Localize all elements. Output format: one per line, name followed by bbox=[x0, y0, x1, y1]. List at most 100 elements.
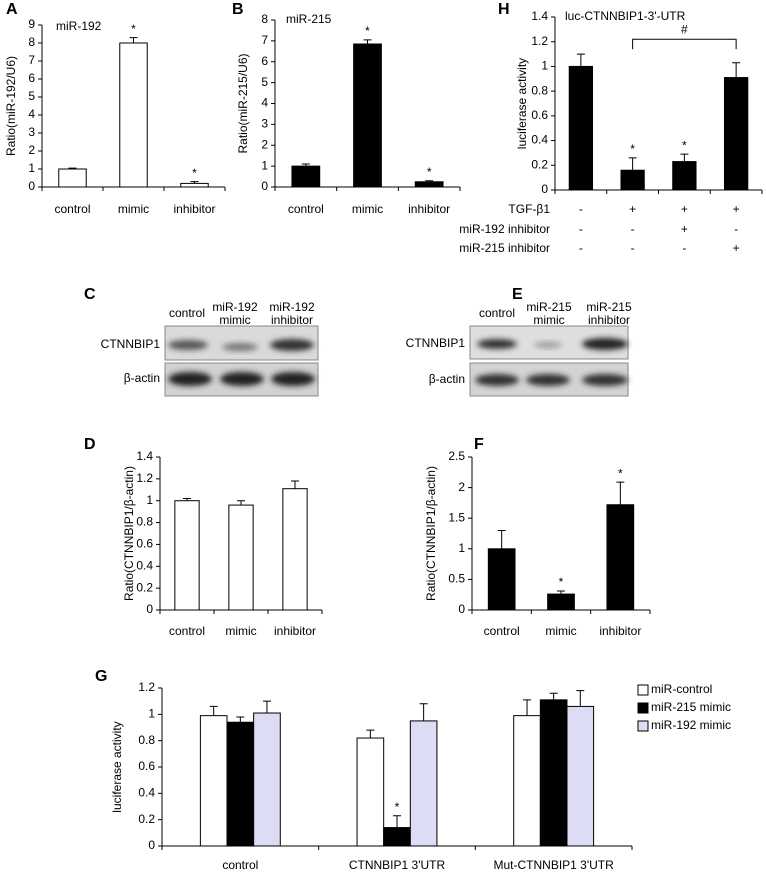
significance-mark: * bbox=[131, 22, 136, 36]
significance-mark: * bbox=[365, 24, 370, 38]
condition-sign: + bbox=[681, 222, 688, 236]
y-tick-label: 5 bbox=[261, 75, 268, 89]
y-axis-label: Ratio(CTNNBIP1/β-actin) bbox=[424, 466, 438, 601]
y-tick-label: 1 bbox=[146, 493, 153, 507]
panel-label: H bbox=[498, 1, 510, 18]
condition-sign: + bbox=[629, 202, 636, 216]
bar bbox=[226, 721, 255, 847]
y-tick-label: 7 bbox=[261, 33, 268, 47]
lane-label: miR-215 bbox=[526, 300, 572, 314]
error-bar bbox=[363, 39, 372, 45]
y-tick-label: 1 bbox=[458, 541, 465, 555]
lane-label: inhibitor bbox=[588, 313, 630, 327]
chart-title: luc-CTNNBIP1-3'-UTR bbox=[565, 9, 686, 23]
condition-sign: - bbox=[579, 241, 583, 255]
bar bbox=[566, 705, 595, 847]
bar bbox=[253, 712, 281, 847]
y-tick-label: 5 bbox=[28, 89, 35, 103]
lane-label: control bbox=[479, 306, 515, 320]
row-label: CTNNBIP1 bbox=[406, 336, 466, 350]
blot-band bbox=[477, 339, 517, 349]
y-tick-label: 0.4 bbox=[531, 133, 548, 147]
y-tick-label: 1.4 bbox=[531, 9, 548, 23]
bar bbox=[356, 737, 385, 847]
x-tick-label: mimic bbox=[225, 624, 256, 638]
condition-label: miR-215 inhibitor bbox=[459, 241, 550, 255]
lane-label: mimic bbox=[219, 313, 250, 327]
chart-title: miR-192 bbox=[56, 19, 102, 33]
error-bar bbox=[236, 716, 245, 723]
y-tick-label: 4 bbox=[261, 96, 268, 110]
error-bar bbox=[237, 500, 245, 506]
bar bbox=[547, 593, 575, 611]
lane-label: miR-192 bbox=[212, 300, 258, 314]
bar bbox=[199, 715, 228, 847]
x-tick-label: mimic bbox=[352, 202, 383, 216]
lane-label: mimic bbox=[533, 313, 564, 327]
bar bbox=[353, 43, 382, 188]
condition-sign: - bbox=[579, 222, 583, 236]
bar bbox=[620, 169, 645, 191]
y-tick-label: 0 bbox=[28, 179, 35, 193]
blot-band bbox=[582, 374, 628, 386]
y-tick-label: 9 bbox=[28, 17, 35, 31]
panel-label: E bbox=[512, 286, 523, 303]
error-bar bbox=[366, 729, 375, 739]
y-tick-label: 0.6 bbox=[136, 537, 153, 551]
x-tick-label: CTNNBIP1 3'UTR bbox=[349, 858, 446, 872]
panel-label: C bbox=[84, 286, 96, 303]
significance-mark: * bbox=[395, 800, 400, 814]
y-tick-label: 0 bbox=[541, 182, 548, 196]
error-bar bbox=[616, 481, 625, 505]
y-tick-label: 3 bbox=[28, 125, 35, 139]
blot-band bbox=[534, 342, 562, 348]
condition-sign: + bbox=[733, 202, 740, 216]
significance-mark: * bbox=[682, 138, 687, 152]
y-tick-label: 0.2 bbox=[136, 580, 153, 594]
blot-band bbox=[271, 372, 315, 386]
y-tick-label: 0.8 bbox=[136, 515, 153, 529]
y-tick-label: 2 bbox=[458, 480, 465, 494]
error-bar bbox=[576, 53, 585, 67]
y-tick-label: 0 bbox=[146, 602, 153, 616]
y-axis-label: Ratio(miR-192/U6) bbox=[4, 56, 18, 156]
condition-sign: - bbox=[579, 202, 583, 216]
lane-label: inhibitor bbox=[271, 313, 313, 327]
y-tick-label: 2 bbox=[28, 143, 35, 157]
lane-label: miR-215 bbox=[586, 300, 632, 314]
legend-swatch bbox=[637, 684, 649, 696]
bar bbox=[487, 548, 516, 611]
blot-band bbox=[582, 338, 628, 350]
y-tick-label: 0 bbox=[458, 602, 465, 616]
y-tick-label: 8 bbox=[28, 35, 35, 49]
x-tick-label: control bbox=[222, 858, 258, 872]
x-tick-label: control bbox=[288, 202, 324, 216]
y-tick-label: 6 bbox=[261, 54, 268, 68]
legend-label: miR-215 mimic bbox=[651, 700, 731, 714]
error-bar bbox=[732, 62, 741, 78]
y-tick-label: 0.5 bbox=[448, 572, 465, 586]
y-tick-label: 1 bbox=[541, 59, 548, 73]
panel-label: G bbox=[95, 668, 107, 685]
bracket bbox=[632, 38, 737, 50]
x-tick-label: mimic bbox=[118, 202, 149, 216]
panel-label: B bbox=[232, 1, 244, 18]
error-bar bbox=[497, 529, 506, 549]
y-tick-label: 3 bbox=[261, 117, 268, 131]
row-label: β-actin bbox=[124, 371, 160, 385]
panel-label: A bbox=[6, 1, 18, 18]
legend-swatch bbox=[637, 702, 649, 714]
bar bbox=[539, 699, 568, 847]
legend-label: miR-control bbox=[651, 682, 712, 696]
error-bar bbox=[549, 692, 558, 700]
y-tick-label: 6 bbox=[28, 71, 35, 85]
condition-sign: + bbox=[733, 241, 740, 255]
lane-label: control bbox=[169, 306, 205, 320]
x-tick-label: control bbox=[54, 202, 90, 216]
condition-sign: + bbox=[681, 202, 688, 216]
y-tick-label: 2.5 bbox=[448, 449, 465, 463]
error-bar bbox=[680, 153, 689, 162]
bar bbox=[672, 161, 697, 191]
error-bar bbox=[262, 700, 271, 714]
y-tick-label: 0.2 bbox=[138, 812, 155, 826]
